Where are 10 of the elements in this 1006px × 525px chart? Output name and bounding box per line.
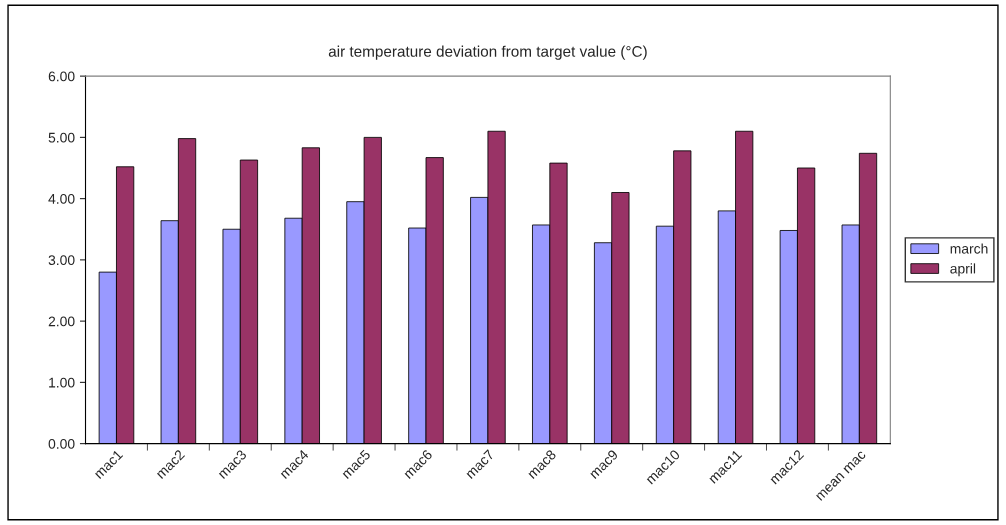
y-tick-label: 3.00 (48, 255, 75, 266)
y-tick-label: 5.00 (48, 132, 75, 143)
legend-label: march (950, 243, 988, 254)
y-tick-label: 1.00 (49, 377, 75, 388)
chart-title: air temperature deviation from target value (°C) (328, 45, 647, 60)
y-tick-label: 6.00 (48, 71, 75, 82)
legend-label: april (950, 263, 976, 277)
y-tick-label: 4.00 (48, 193, 75, 204)
y-tick-label: 0.00 (48, 438, 75, 449)
y-tick-label: 2.00 (48, 316, 75, 327)
